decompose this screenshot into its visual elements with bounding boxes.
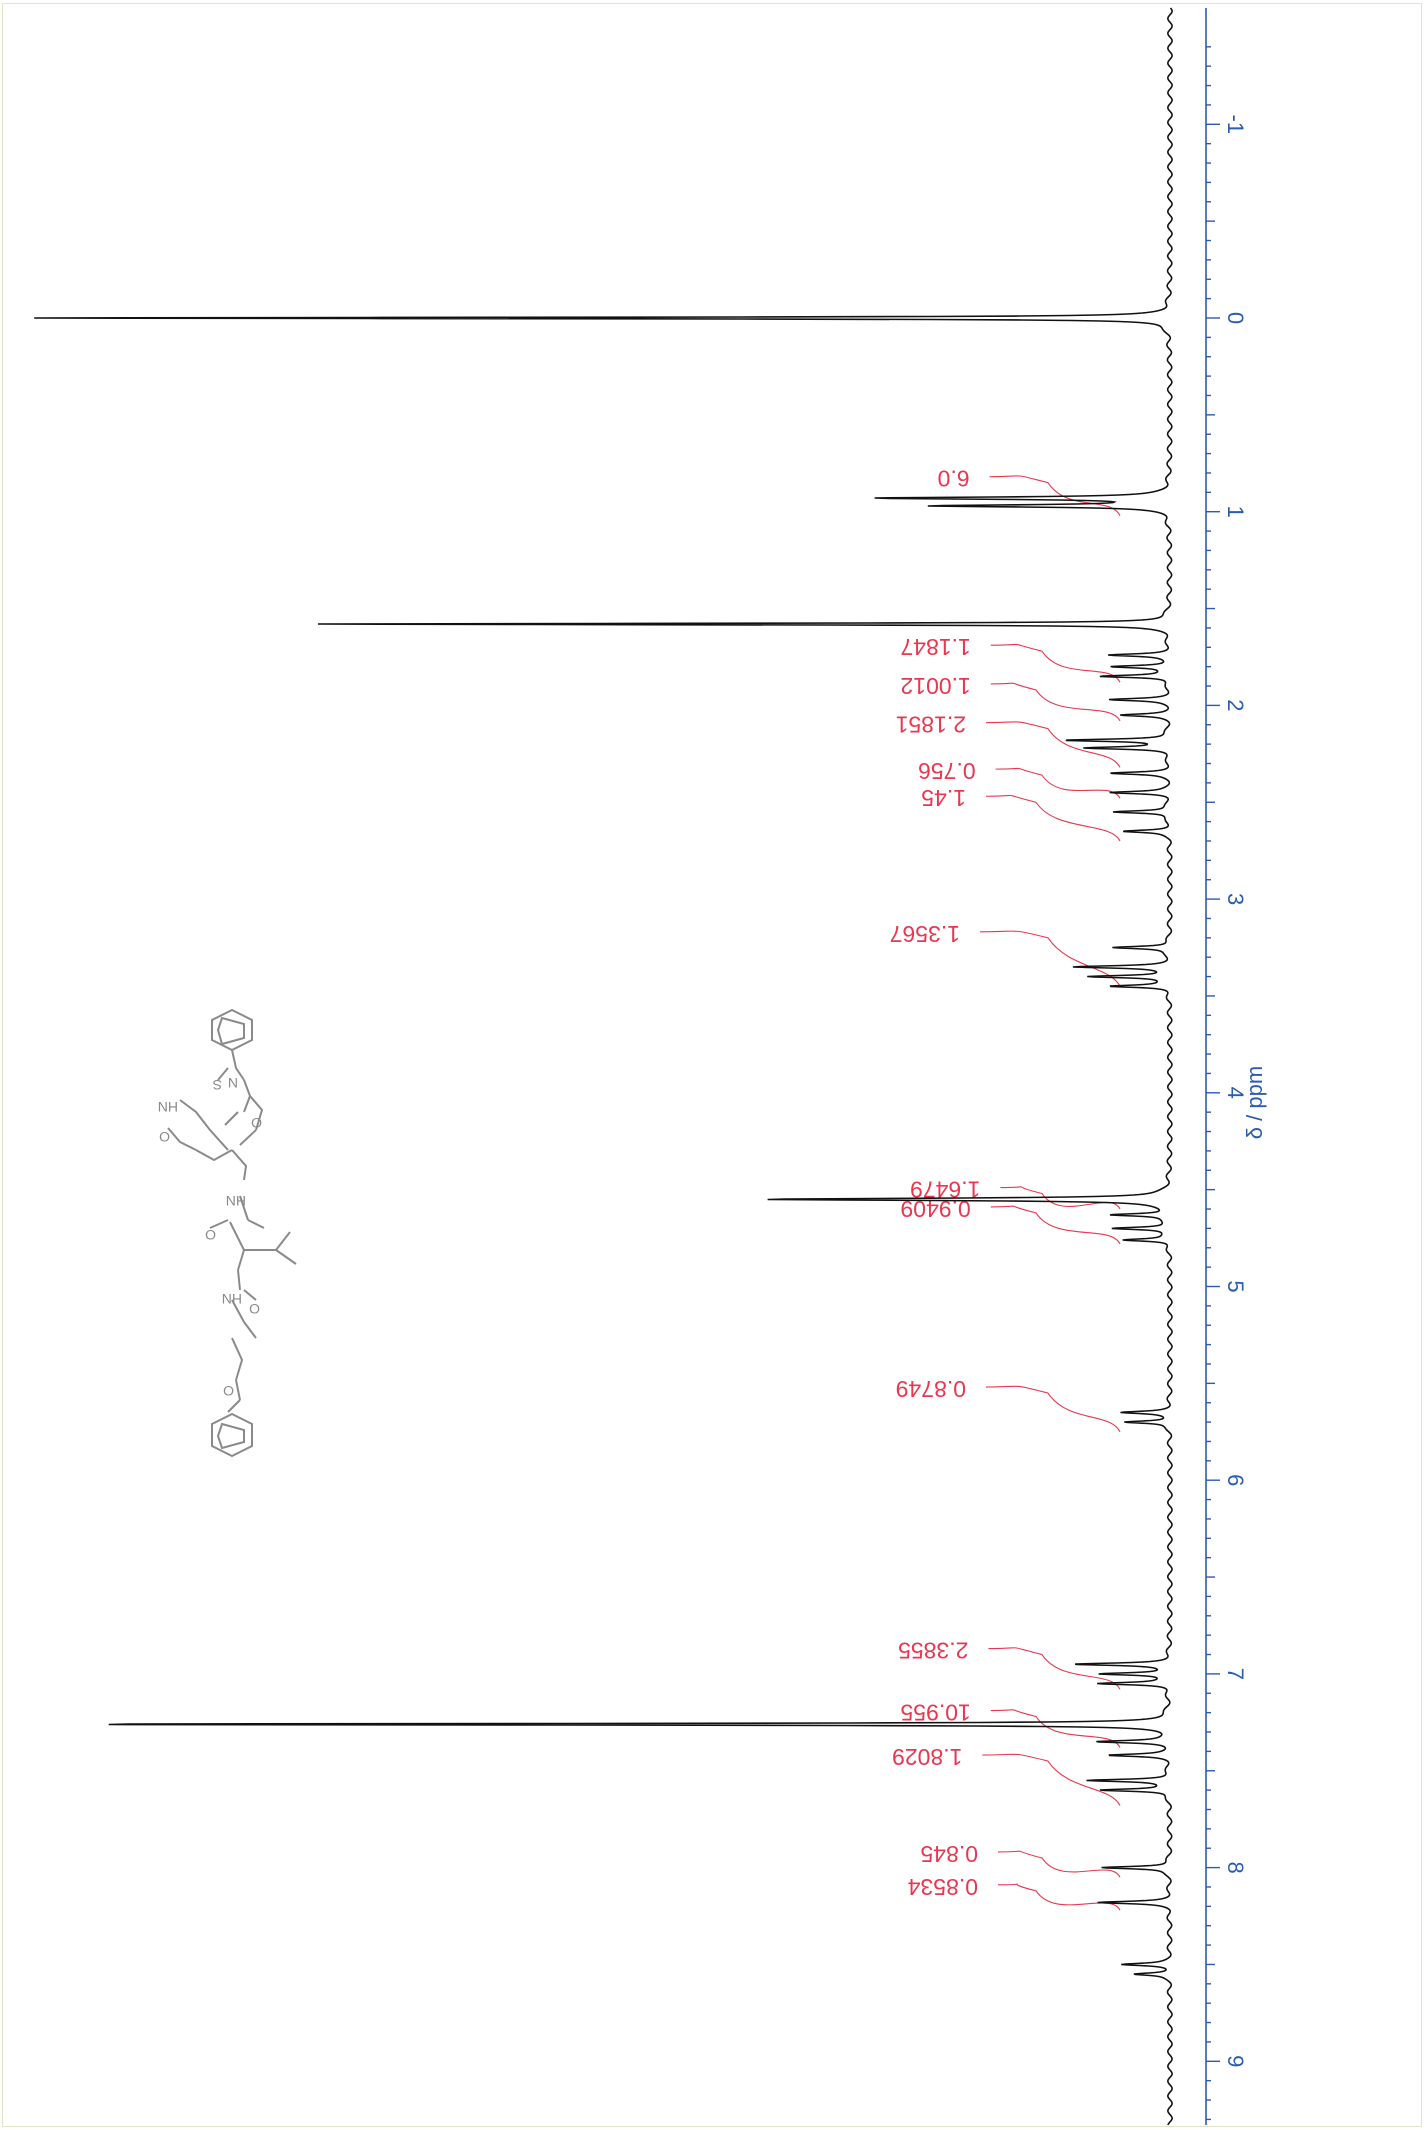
integral-label: 1.45 [921,785,966,811]
shift-axis-tick-labels: -1 0 1 2 3 4 5 6 7 8 9 [1223,115,1248,2068]
tick-label: 4 [1223,1087,1248,1099]
integral-curve [988,1647,1121,1690]
integral-label: 0.756 [918,758,976,784]
tick-label: 5 [1223,1280,1248,1292]
svg-text:O: O [249,1301,260,1317]
svg-text:HN: HN [222,1291,242,1307]
spectrum-trace [34,7,1173,2126]
integral-label: 2.1851 [896,712,966,738]
integral-curve [985,1385,1121,1433]
svg-text:HN: HN [226,1193,246,1209]
tick-label: 6 [1223,1474,1248,1486]
integral-label: 1.3567 [890,921,960,947]
svg-text:O: O [159,1129,170,1145]
tick-label: 9 [1223,2055,1248,2067]
integral-curve [997,1850,1121,1878]
tick-label: 0 [1223,312,1248,324]
integral-label: 10.955 [900,1699,970,1725]
integral-labels: 6.01.18471.00122.18510.7561.451.35671.64… [890,466,981,1900]
integral-curve [979,930,1121,987]
molecule-atom-labels: N S HN O O HN O HN O O [158,1075,262,1399]
svg-text:HN: HN [158,1099,178,1115]
integral-curve [995,767,1121,799]
molecule-structure-drawing [167,1008,297,1458]
tick-label: 2 [1223,699,1248,711]
tick-label: -1 [1223,115,1248,135]
integral-curve [990,643,1121,683]
shift-axis-label: δ / ppm [1242,1066,1267,1139]
integral-curve [990,682,1121,722]
integral-label: 0.845 [920,1841,978,1867]
integral-label: 1.1847 [900,634,970,660]
tick-label: 8 [1223,1861,1248,1873]
page-frame [2,3,1422,2127]
integral-curve [997,1883,1121,1911]
shift-axis-ticks [1206,46,1220,2121]
svg-text:O: O [223,1383,234,1399]
svg-text:O: O [205,1227,216,1243]
integral-label: 1.0012 [900,673,970,699]
integral-label: 6.0 [938,466,970,492]
svg-text:S: S [213,1077,222,1093]
integral-curve [990,1205,1121,1245]
tick-label: 3 [1223,893,1248,905]
integral-curve [989,475,1121,516]
integral-curve [985,794,1121,842]
integral-label: 1.8029 [892,1744,962,1770]
tick-label: 7 [1223,1668,1248,1680]
integral-curve [982,1753,1121,1806]
integral-label: 2.3855 [898,1637,968,1663]
integral-label: 0.8749 [896,1376,966,1402]
integral-label: 0.8534 [907,1874,978,1900]
integral-curve [985,721,1121,768]
svg-text:O: O [251,1115,262,1131]
integral-curve [990,1709,1121,1748]
integral-curves [979,475,1121,1911]
tick-label: 1 [1223,506,1248,518]
svg-text:N: N [228,1075,238,1091]
